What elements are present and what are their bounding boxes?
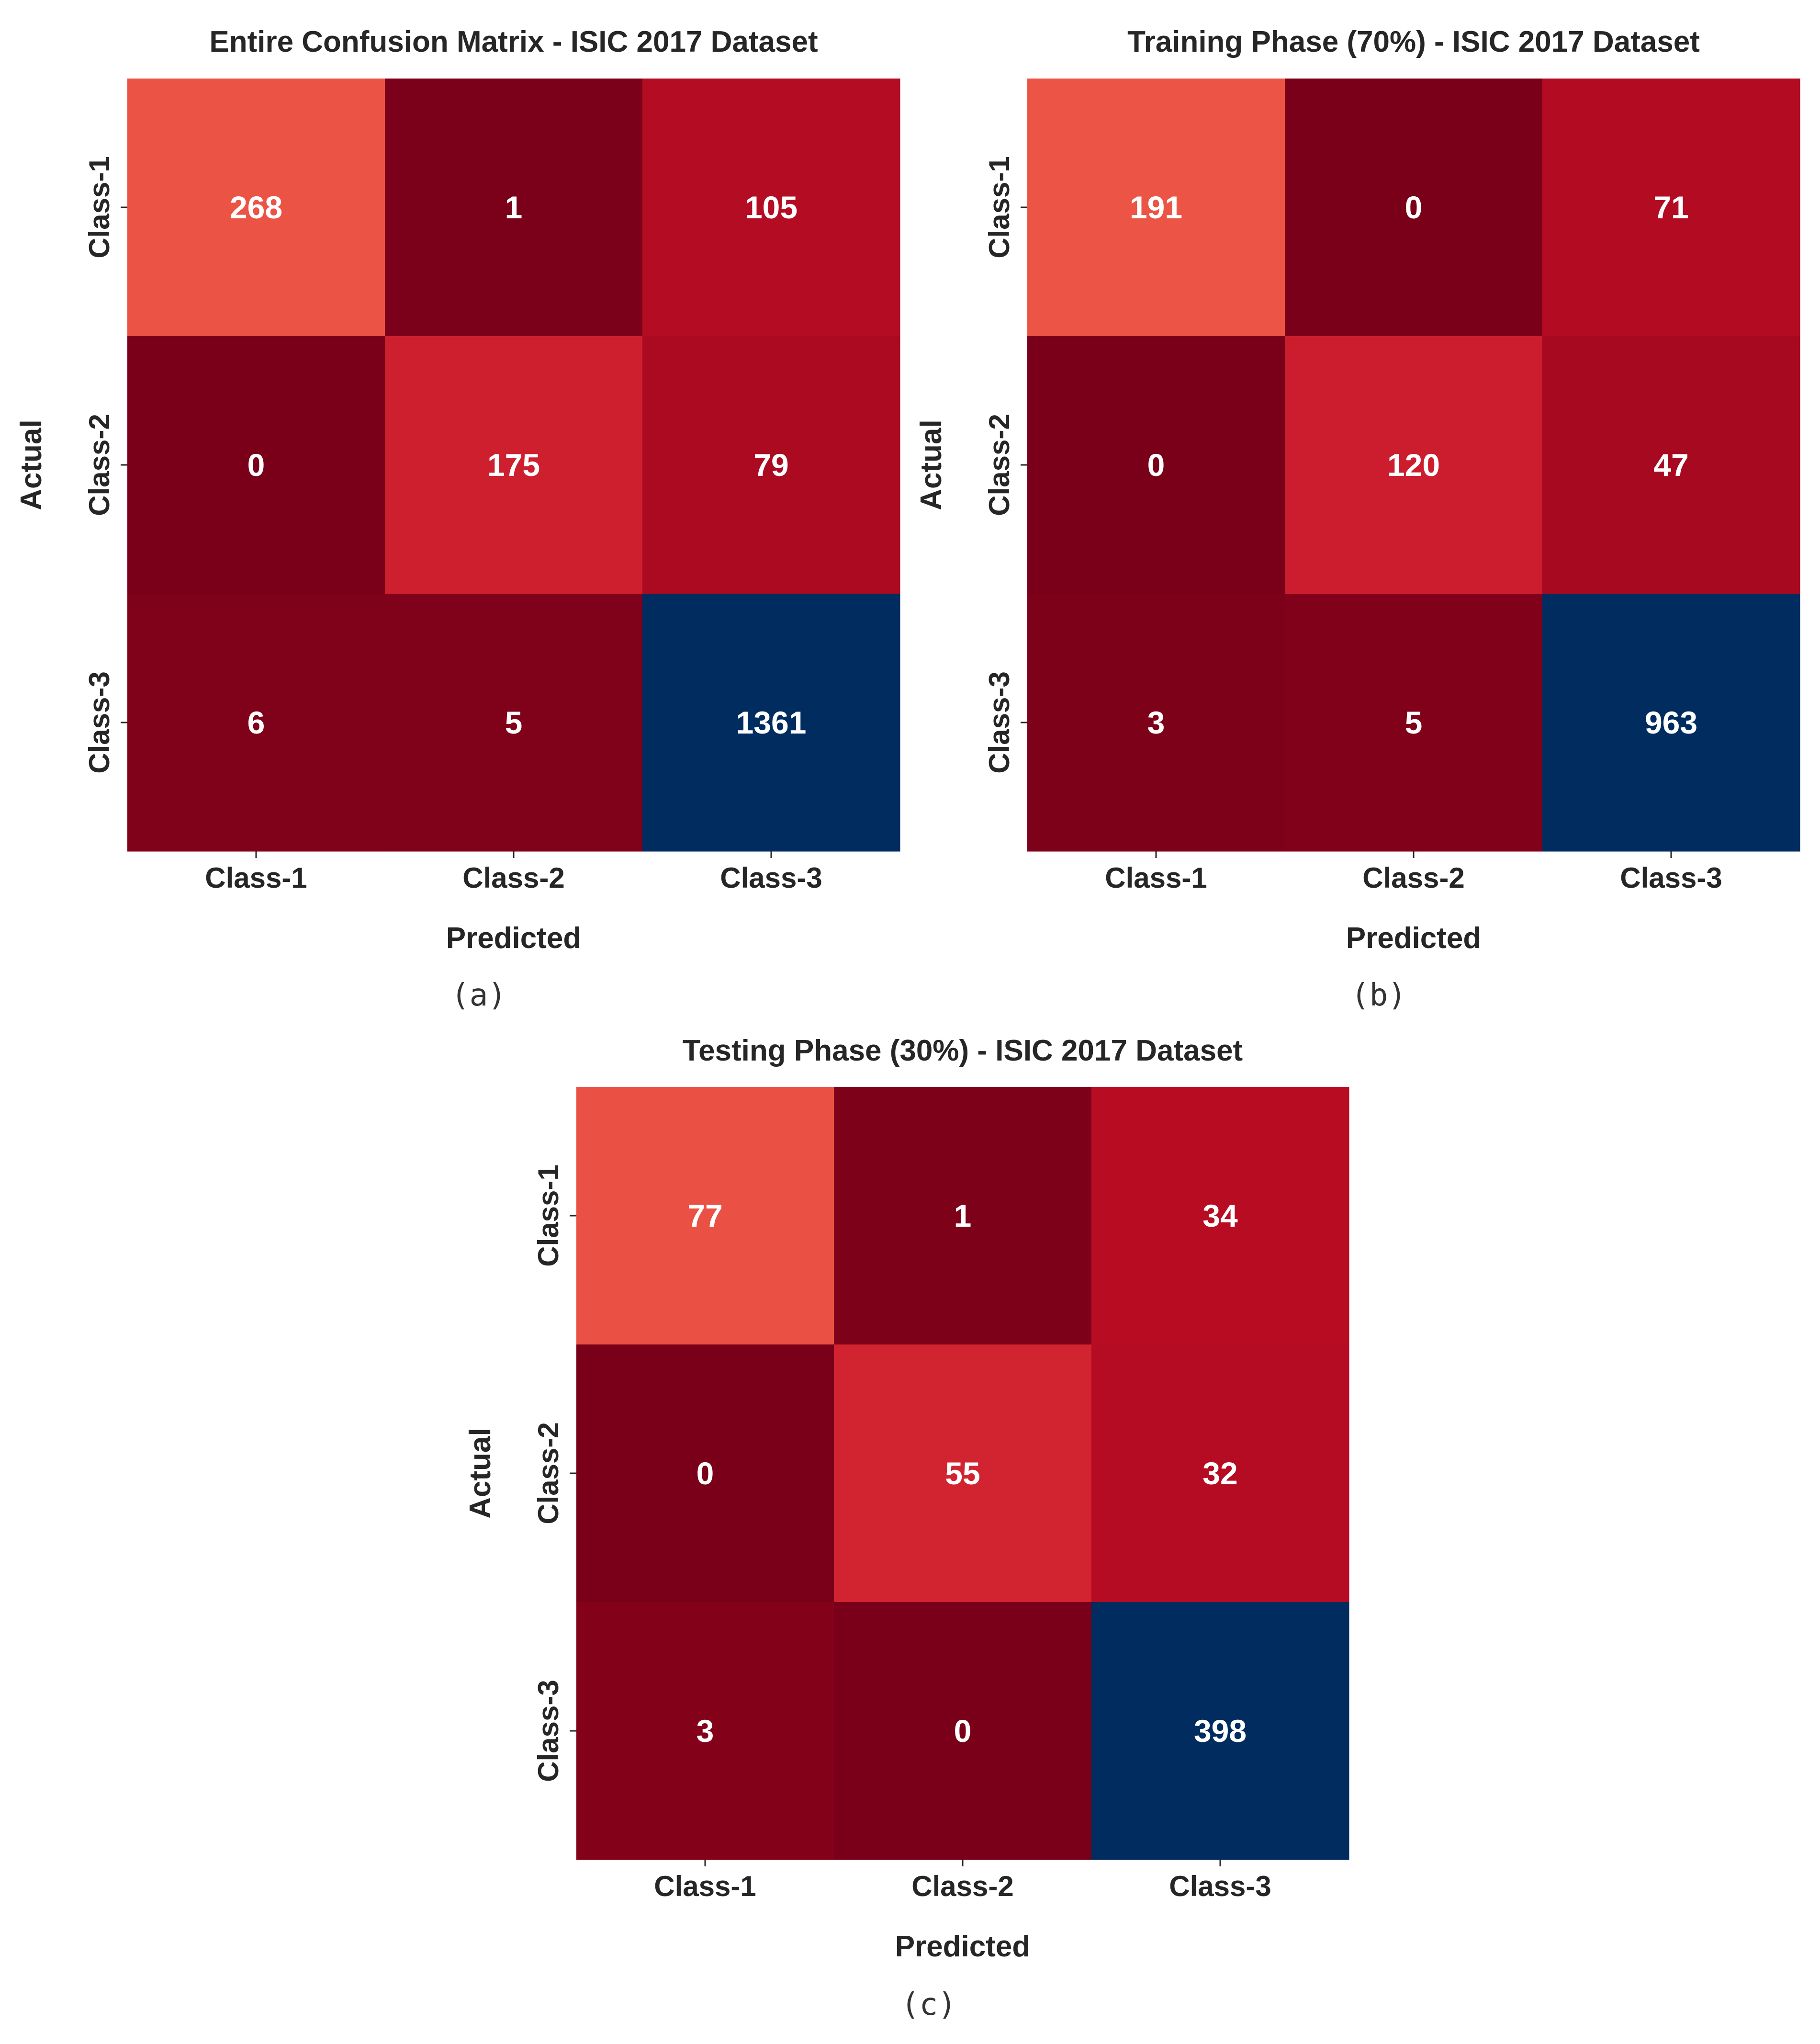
cell-value-label: 0 [247,447,265,483]
cell-value-label: 5 [1405,705,1423,740]
heatmap-cell [127,336,385,594]
heatmap-cell [1285,336,1543,594]
heatmap-cell [127,79,385,337]
x-tick-label: Class-3 [1620,862,1722,894]
heatmap-cell [1091,1344,1349,1603]
cell-value-label: 77 [687,1198,722,1233]
panel-caption: (a) [451,978,506,1013]
cell-value-label: 1361 [736,705,807,740]
cell-value-label: 0 [697,1456,714,1491]
x-tick-label: Class-1 [1105,862,1207,894]
heatmap-cell [1542,336,1800,594]
heatmap-cell [576,1602,834,1860]
heatmap-cell [1027,79,1285,337]
heatmap-cell [576,1087,834,1345]
cell-value-label: 963 [1645,705,1697,740]
heatmap-cell [642,336,900,594]
x-axis-label: Predicted [1346,922,1482,955]
y-tick-label: Class-3 [83,671,115,773]
heatmap-panel-c: Testing Phase (30%) - ISIC 2017 Dataset 7… [464,1034,1349,2022]
cell-value-label: 105 [745,190,798,225]
y-axis-label: Actual [915,419,948,510]
cell-value-label: 5 [505,705,523,740]
heatmap-cell [834,1087,1092,1345]
cell-value-label: 120 [1387,447,1440,483]
y-tick-label: Class-1 [532,1164,564,1266]
x-tick-label: Class-3 [1169,1870,1271,1902]
y-tick-label: Class-2 [83,414,115,516]
cell-value-label: 0 [954,1713,972,1749]
cell-value-label: 398 [1194,1713,1247,1749]
y-tick-label: Class-1 [983,156,1015,258]
cell-value-label: 79 [753,447,788,483]
chart-title: Training Phase (70%) - ISIC 2017 Dataset [1127,25,1700,58]
heatmap-cell [1542,79,1800,337]
heatmap-cell [1027,336,1285,594]
heatmap-cell [385,79,643,337]
cell-value-label: 71 [1653,190,1688,225]
cell-value-label: 47 [1653,447,1688,483]
cell-value-label: 191 [1130,190,1182,225]
cell-value-label: 32 [1202,1456,1237,1491]
cell-value-label: 0 [1405,190,1423,225]
heatmap-cell [642,594,900,852]
heatmap-cell [642,79,900,337]
y-tick-label: Class-3 [532,1680,564,1782]
x-tick-label: Class-2 [911,1870,1013,1902]
cell-value-label: 1 [954,1198,972,1233]
heatmap-cell [1542,594,1800,852]
x-tick-label: Class-3 [720,862,822,894]
x-axis-label: Predicted [446,922,582,955]
x-tick-label: Class-2 [462,862,564,894]
cell-value-label: 6 [247,705,265,740]
cell-value-label: 0 [1147,447,1165,483]
chart-title: Entire Confusion Matrix - ISIC 2017 Data… [209,25,818,58]
heatmap-cell [1091,1087,1349,1345]
heatmap-cell [385,336,643,594]
heatmap-cell [127,594,385,852]
cell-value-label: 3 [1147,705,1165,740]
x-tick-label: Class-1 [205,862,307,894]
x-tick-label: Class-1 [654,1870,756,1902]
heatmap-cell [834,1602,1092,1860]
heatmap-panel-b: Training Phase (70%) - ISIC 2017 Dataset… [915,25,1800,1013]
heatmap-cell [1285,594,1543,852]
cell-value-label: 3 [697,1713,714,1749]
panel-caption: (b) [1351,978,1406,1013]
x-tick-label: Class-2 [1362,862,1464,894]
y-axis-label: Actual [464,1428,497,1518]
y-axis-label: Actual [15,419,48,510]
cell-value-label: 175 [487,447,540,483]
heatmap-cell [834,1344,1092,1603]
cell-value-label: 34 [1202,1198,1238,1233]
heatmap-cell [1091,1602,1349,1860]
heatmap-panel-a: Entire Confusion Matrix - ISIC 2017 Data… [15,25,900,1013]
panel-caption: (c) [901,1987,956,2022]
heatmap-cell [385,594,643,852]
cell-value-label: 1 [505,190,523,225]
heatmap-cell [1285,79,1543,337]
cell-value-label: 55 [945,1456,980,1491]
chart-title: Testing Phase (30%) - ISIC 2017 Dataset [683,1034,1243,1067]
y-tick-label: Class-2 [532,1422,564,1524]
heatmap-cell [576,1344,834,1603]
y-tick-label: Class-3 [983,671,1015,773]
y-tick-label: Class-2 [983,414,1015,516]
cell-value-label: 268 [230,190,282,225]
x-axis-label: Predicted [895,1930,1031,1963]
heatmap-cell [1027,594,1285,852]
y-tick-label: Class-1 [83,156,115,258]
